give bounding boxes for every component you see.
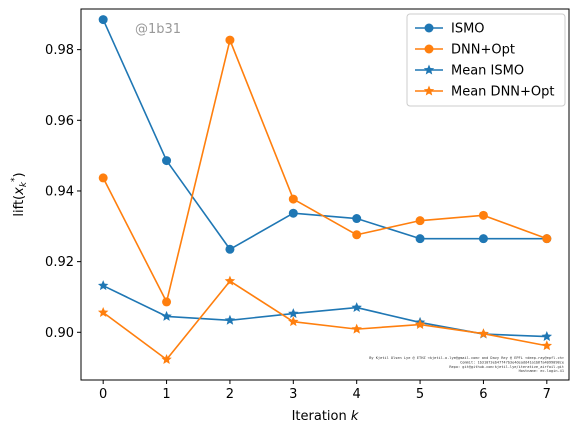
data-point-ismo [98, 15, 108, 25]
legend-label-ismo: ISMO [451, 22, 485, 37]
x-tick-label: 6 [479, 387, 487, 402]
legend-label-mean-dnn-opt: Mean DNN+Opt [451, 85, 555, 100]
series-mean-dnn-opt [97, 275, 553, 364]
data-point-dnn-opt [225, 35, 235, 45]
data-point-mean-dnn-opt [288, 316, 299, 327]
y-tick-label: 0.94 [45, 184, 74, 199]
series-line-ismo [102, 19, 547, 251]
legend-marker-ismo [424, 23, 434, 33]
y-tick-label: 0.98 [45, 43, 74, 58]
data-point-ismo [352, 214, 362, 224]
y-axis-label: lift(xk*) [10, 172, 29, 216]
data-point-dnn-opt [352, 230, 362, 240]
footer-note-line: Commit: 1b31073eb47f47b3e4deadd41a1b6fa4… [460, 360, 564, 364]
data-point-dnn-opt [542, 234, 552, 244]
legend-label-mean-ismo: Mean ISMO [451, 64, 524, 79]
x-tick-label: 1 [162, 387, 170, 402]
data-point-ismo [225, 244, 235, 254]
x-tick-label: 0 [99, 387, 107, 402]
data-point-ismo [288, 208, 298, 218]
data-point-ismo [162, 156, 172, 166]
x-tick-label: 2 [226, 387, 234, 402]
series-line-dnn-opt [102, 39, 548, 303]
data-point-mean-dnn-opt [478, 328, 489, 339]
x-tick-label: 3 [289, 387, 297, 402]
data-point-mean-ismo [541, 331, 553, 341]
data-point-mean-dnn-opt [224, 275, 236, 286]
data-point-mean-ismo [288, 308, 299, 319]
legend-marker-mean-dnn-opt [423, 85, 435, 96]
y-tick-label: 0.96 [45, 114, 74, 129]
watermark-label: @1b31 [135, 22, 181, 37]
data-point-mean-ismo [351, 302, 362, 313]
y-tick-label: 0.92 [45, 255, 74, 270]
series-dnn-opt [98, 35, 552, 307]
data-point-dnn-opt [478, 210, 488, 220]
x-tick-label: 7 [543, 387, 551, 402]
y-tick-label: 0.90 [45, 326, 74, 341]
footer-note-line: Repo: git@github.com:kjetil-lye/iterativ… [449, 365, 564, 369]
x-axis-label: Iteration k [292, 409, 359, 424]
data-point-mean-ismo [97, 280, 109, 291]
footer-note-line: By Kjetil Olsen Lye @ ETHZ <kjetil.o.lye… [369, 356, 565, 360]
data-point-mean-ismo [161, 310, 172, 321]
data-point-mean-dnn-opt [414, 319, 426, 329]
data-point-mean-ismo [224, 314, 236, 325]
footer-note-line: Hostname: ec.login.41 [519, 369, 564, 373]
data-point-dnn-opt [98, 173, 108, 183]
legend-label-dnn-opt: DNN+Opt [451, 43, 515, 58]
footer-note: By Kjetil Olsen Lye @ ETHZ <kjetil.o.lye… [369, 356, 565, 373]
data-point-mean-dnn-opt [97, 307, 109, 317]
data-point-dnn-opt [415, 216, 425, 226]
legend-marker-dnn-opt [424, 44, 434, 54]
legend-frame [406, 13, 566, 107]
data-point-dnn-opt [288, 194, 298, 204]
legend: ISMO DNN+Opt Mean ISMO Mean DNN+Opt [406, 13, 566, 107]
legend-marker-mean-ismo [423, 64, 435, 75]
data-point-ismo [415, 234, 425, 244]
data-point-mean-dnn-opt [351, 323, 362, 334]
data-point-mean-dnn-opt [541, 340, 553, 351]
series-line-mean-dnn-opt [102, 280, 547, 361]
data-point-mean-dnn-opt [161, 354, 172, 364]
x-tick-label: 5 [416, 387, 424, 402]
x-tick-label: 4 [353, 387, 361, 402]
data-point-dnn-opt [162, 297, 172, 307]
data-point-ismo [478, 234, 488, 244]
